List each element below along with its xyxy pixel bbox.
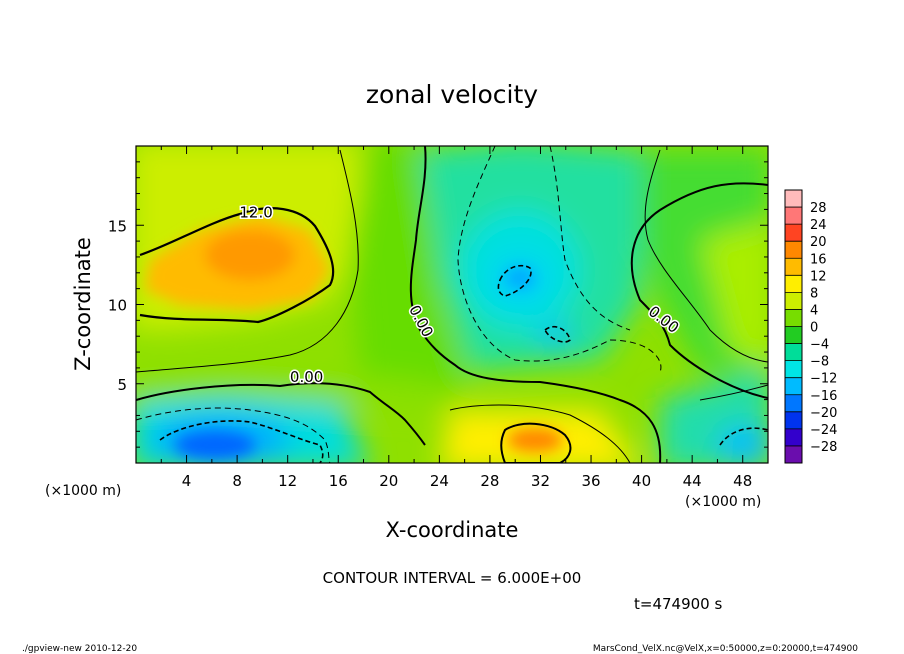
colorbar-swatch [785,292,802,310]
colorbar-swatch [785,207,802,225]
x-tick-label: 16 [329,472,348,490]
colorbar-label: 16 [810,252,827,267]
colorbar-swatch [785,190,802,208]
colorbar-label: 4 [810,303,818,318]
y-axis-label: Z-coordinate [71,237,95,371]
x-unit-right: (×1000 m) [685,494,761,510]
y-tick-label: 5 [117,376,127,394]
x-axis-label: X-coordinate [386,518,519,542]
x-tick-label: 24 [430,472,449,490]
colorbar-swatch [785,343,802,362]
colorbar-swatch [785,326,802,345]
colorbar-label: −4 [810,338,829,353]
contour-12 [139,207,335,324]
colorbar: 28 24 20 16 12 8 4 0 −4 −8 −12 −16 −20 −24 −28 [784,189,837,464]
colorbar-swatch [785,360,802,379]
colorbar-label: −24 [810,423,837,438]
colorbar-swatch [785,377,802,396]
colorbar-swatch [785,428,802,447]
x-tick-label: 20 [379,472,398,490]
colorbar-swatch [785,258,802,276]
colorbar-swatch [785,411,802,430]
x-tick-label: 36 [581,472,600,490]
colorbar-label: 20 [810,235,827,250]
y-axis: 5 10 15 [108,161,768,448]
colorbar-label: 0 [810,321,818,336]
footer-right: MarsCond_VelX.nc@VelX,x=0:50000,z=0:2000… [593,644,858,654]
x-tick-label: 32 [531,472,550,490]
colorbar-label: −16 [810,389,837,404]
colorbar-label: 12 [810,269,827,284]
x-tick-label: 44 [683,472,702,490]
x-tick-label: 40 [632,472,651,490]
heatmap-field: 12.00.000.00 0.00 [136,146,768,463]
chart-title: zonal velocity [366,80,538,109]
x-tick-label: 4 [182,472,192,490]
colorbar-swatch [785,394,802,413]
colorbar-swatch [785,224,802,242]
contour-label: 0.00 [290,368,323,386]
contour-label: 12.0 [239,203,272,221]
colorbar-swatch [785,309,802,327]
x-axis: 4 8 12 16 20 24 28 32 36 40 44 48 [160,146,752,490]
x-unit-left: (×1000 m) [45,483,121,499]
colorbar-label: −20 [810,406,837,421]
x-tick-label: 8 [232,472,242,490]
time-stamp: t=474900 s [634,595,722,613]
colorbar-swatch [785,445,802,464]
colorbar-swatch [785,241,802,259]
colorbar-label: −28 [810,440,837,455]
colorbar-label: 28 [810,201,827,216]
contour-interval: CONTOUR INTERVAL = 6.000E+00 [323,569,582,587]
contour-zero-lower [136,382,426,446]
colorbar-label: −12 [810,372,837,387]
contour-zero-central [409,146,662,463]
x-tick-label: 12 [278,472,297,490]
contour-zero-right [630,182,768,399]
colorbar-swatch [785,275,802,293]
y-tick-label: 15 [108,217,127,235]
colorbar-label: 24 [810,218,827,233]
colorbar-label: 8 [810,286,818,301]
footer-left: ./gpview-new 2010-12-20 [22,644,137,654]
colorbar-label: −8 [810,355,829,370]
x-tick-label: 28 [480,472,499,490]
y-tick-label: 10 [108,297,127,315]
x-tick-label: 48 [733,472,752,490]
